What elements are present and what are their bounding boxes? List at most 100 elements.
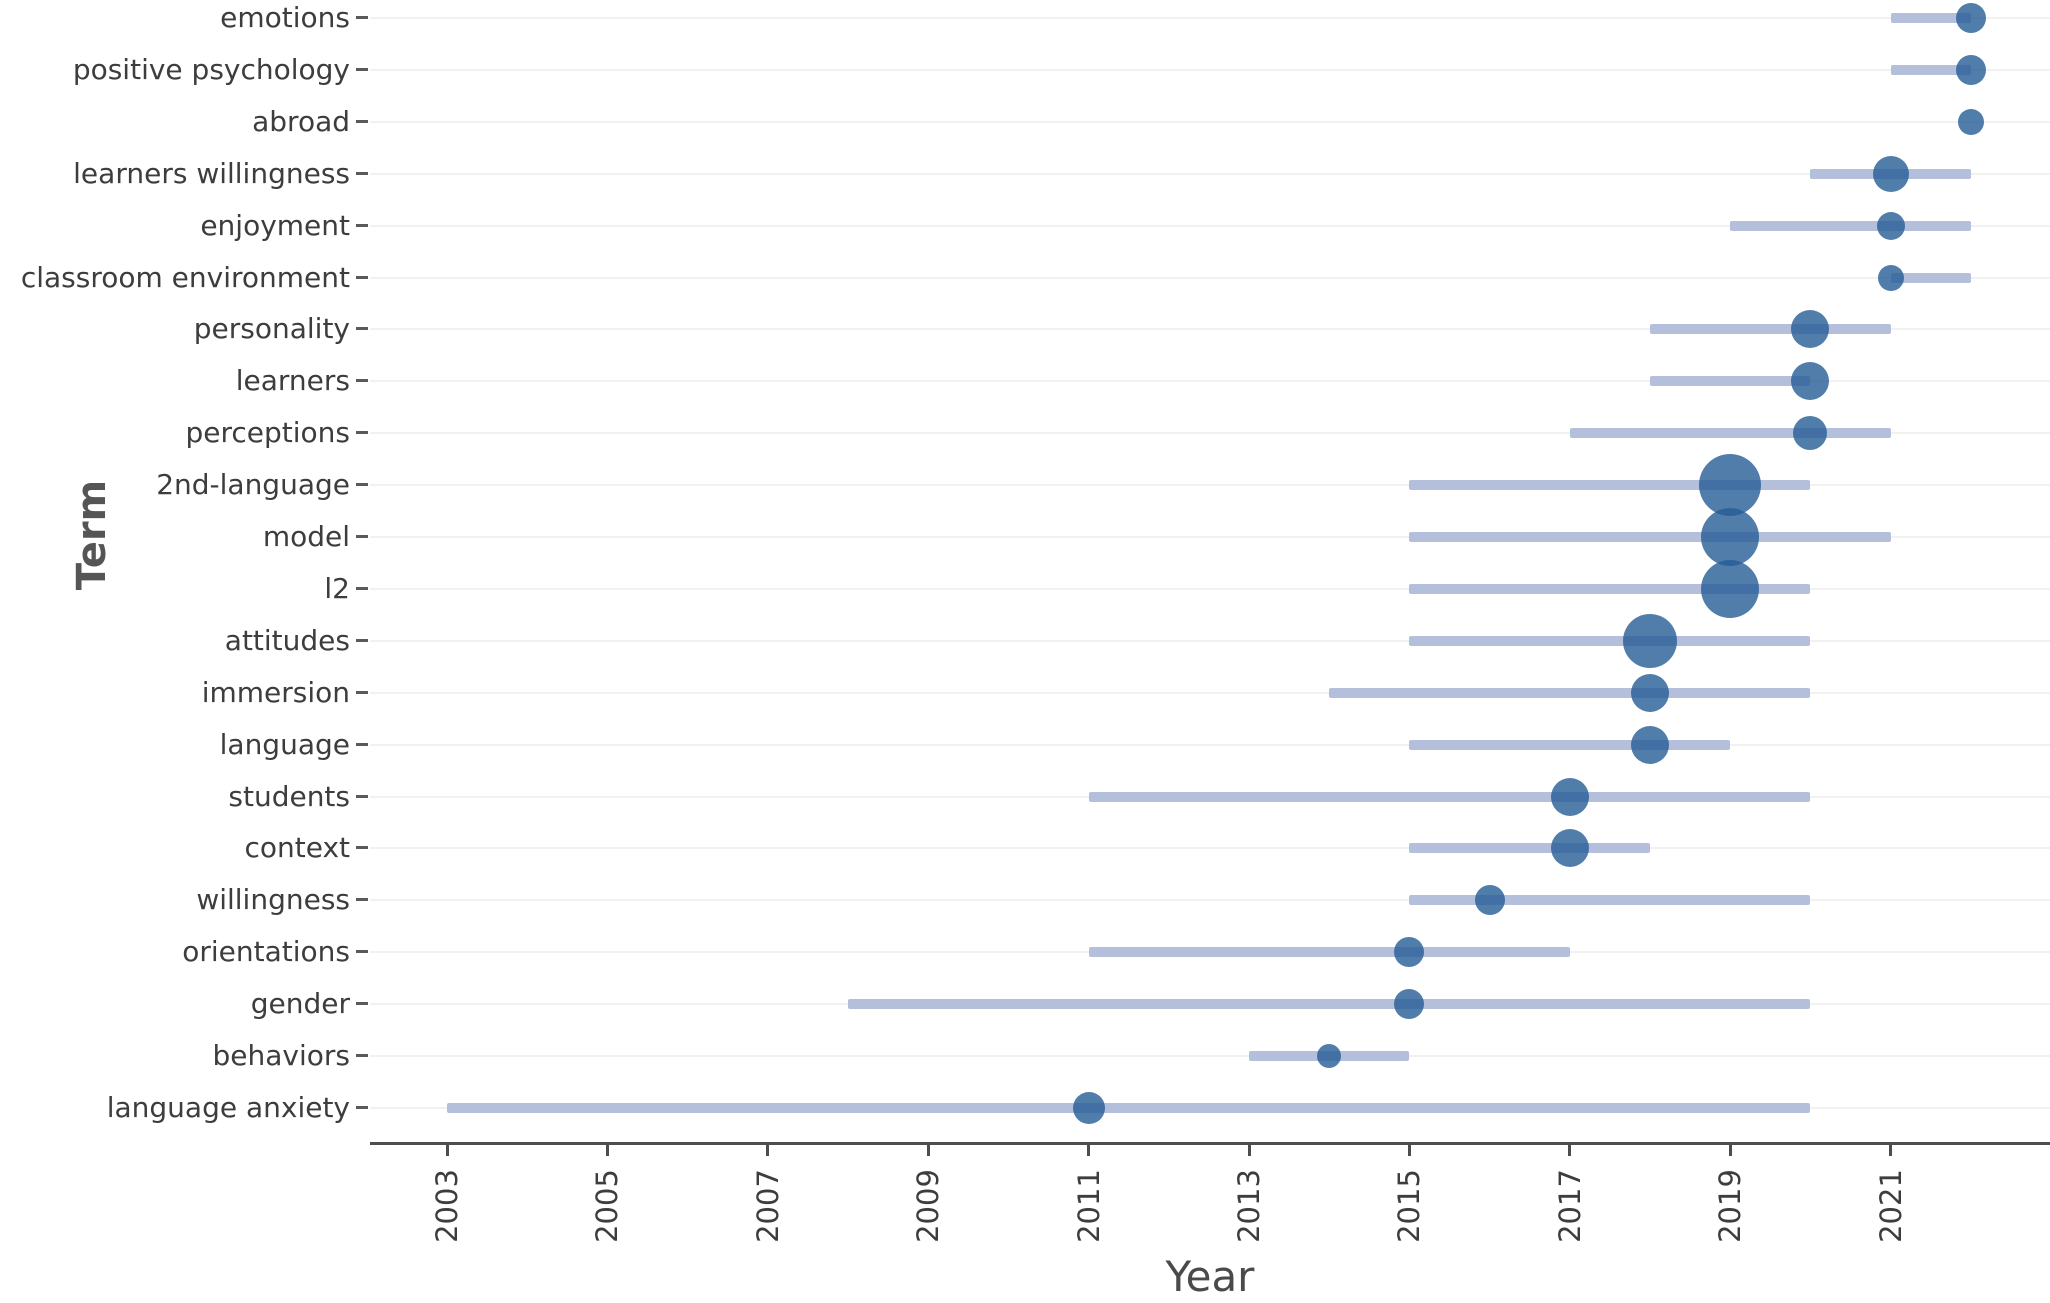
term-label: perceptions bbox=[185, 416, 350, 450]
x-axis-title: Year bbox=[1165, 1252, 1255, 1301]
term-frequency-bubble bbox=[1550, 777, 1589, 816]
term-frequency-bubble bbox=[1791, 362, 1830, 401]
term-frequency-bubble bbox=[1877, 264, 1904, 291]
term-year-range-line bbox=[1409, 895, 1811, 906]
term-frequency-bubble bbox=[1394, 937, 1425, 968]
term-frequency-bubble bbox=[1872, 155, 1909, 192]
term-label: behaviors bbox=[212, 1039, 350, 1072]
x-axis-tick-label: 2021 bbox=[1873, 1169, 1908, 1243]
term-frequency-bubble bbox=[1793, 416, 1828, 451]
x-axis-tick bbox=[1247, 1145, 1251, 1156]
x-axis-tick-label: 2019 bbox=[1713, 1169, 1748, 1243]
y-axis-tick bbox=[356, 742, 368, 746]
term-frequency-bubble bbox=[1701, 508, 1760, 566]
y-axis-tick bbox=[356, 638, 368, 642]
term-frequency-bubble bbox=[1072, 1091, 1105, 1124]
x-axis-tick-label: 2005 bbox=[590, 1169, 625, 1243]
term-frequency-bubble bbox=[1474, 885, 1505, 916]
x-axis-tick-label: 2011 bbox=[1071, 1169, 1106, 1243]
term-label: context bbox=[244, 831, 350, 865]
y-axis-tick bbox=[356, 171, 368, 175]
term-frequency-bubble bbox=[1701, 559, 1760, 618]
y-axis-tick bbox=[356, 794, 368, 798]
term-label: orientations bbox=[182, 935, 350, 969]
y-axis-tick bbox=[356, 1054, 368, 1057]
term-frequency-bubble bbox=[1623, 613, 1677, 668]
term-label: attitudes bbox=[224, 623, 350, 657]
term-year-range-line bbox=[1409, 843, 1650, 854]
term-label: language bbox=[219, 727, 350, 761]
row-gridline bbox=[370, 847, 2050, 850]
y-axis-tick bbox=[356, 898, 368, 902]
x-axis-tick bbox=[1407, 1145, 1411, 1156]
row-gridline bbox=[370, 120, 2050, 123]
x-axis-tick-label: 2003 bbox=[430, 1169, 464, 1243]
term-frequency-bubble bbox=[1317, 1044, 1342, 1068]
y-axis-tick bbox=[356, 1002, 368, 1006]
y-axis-tick bbox=[356, 483, 368, 487]
y-axis-tick bbox=[356, 431, 368, 435]
term-year-range-line bbox=[1890, 64, 1971, 75]
y-axis-tick bbox=[356, 535, 368, 538]
term-frequency-bubble bbox=[1955, 54, 1986, 85]
term-year-range-line bbox=[848, 999, 1811, 1010]
y-axis-tick bbox=[356, 1105, 368, 1109]
y-axis-tick bbox=[356, 16, 368, 19]
row-gridline bbox=[370, 17, 2050, 19]
term-frequency-bubble bbox=[1876, 211, 1905, 240]
term-year-range-line bbox=[1329, 687, 1811, 698]
term-frequency-bubble bbox=[1550, 829, 1589, 868]
term-year-range-line bbox=[1409, 583, 1811, 594]
term-label: l2 bbox=[324, 571, 350, 605]
term-label: learners bbox=[235, 364, 350, 398]
row-gridline bbox=[370, 639, 2050, 642]
row-gridline bbox=[370, 691, 2050, 694]
row-gridline bbox=[370, 1055, 2050, 1057]
y-axis-tick bbox=[356, 67, 368, 71]
term-label: abroad bbox=[252, 104, 350, 138]
term-year-range-line bbox=[1409, 532, 1891, 542]
row-gridline bbox=[370, 536, 2050, 538]
term-year-range-line bbox=[1088, 947, 1570, 958]
term-frequency-bubble bbox=[1631, 673, 1669, 712]
y-axis-tick bbox=[356, 327, 368, 331]
row-gridline bbox=[370, 68, 2050, 71]
row-gridline bbox=[370, 276, 2050, 279]
term-frequency-bubble bbox=[1631, 725, 1669, 764]
term-label: immersion bbox=[201, 675, 350, 709]
x-axis-tick bbox=[445, 1145, 449, 1156]
term-label: positive psychology bbox=[72, 52, 350, 86]
x-axis-tick bbox=[1568, 1145, 1572, 1156]
term-label: classroom environment bbox=[20, 260, 350, 294]
y-axis-tick bbox=[356, 275, 368, 279]
x-axis-tick bbox=[605, 1145, 609, 1156]
term-label: personality bbox=[193, 312, 350, 346]
y-axis-tick bbox=[356, 223, 368, 227]
term-label: 2nd-language bbox=[156, 468, 350, 502]
x-axis-tick bbox=[1889, 1145, 1893, 1156]
term-frequency-bubble bbox=[1957, 108, 1984, 135]
term-frequency-bubble bbox=[1394, 989, 1425, 1020]
term-year-range-line bbox=[447, 1102, 1811, 1113]
term-label: learners willingness bbox=[73, 156, 350, 190]
term-label: enjoyment bbox=[200, 208, 350, 242]
row-gridline bbox=[370, 172, 2050, 175]
term-frequency-bubble bbox=[1699, 454, 1762, 517]
term-frequency-bubble bbox=[1791, 310, 1830, 349]
term-label: students bbox=[228, 779, 350, 813]
x-axis-tick-label: 2009 bbox=[911, 1169, 946, 1243]
y-axis-tick bbox=[356, 119, 368, 123]
term-year-range-line bbox=[1569, 428, 1891, 439]
row-gridline bbox=[370, 432, 2050, 435]
y-axis-tick bbox=[356, 950, 368, 954]
x-axis-line bbox=[370, 1142, 2050, 1145]
term-label: gender bbox=[250, 987, 350, 1021]
row-gridline bbox=[370, 899, 2050, 902]
row-gridline bbox=[370, 224, 2050, 227]
y-axis-tick bbox=[356, 690, 368, 694]
x-axis-tick-label: 2015 bbox=[1392, 1169, 1427, 1243]
x-axis-tick-label: 2007 bbox=[750, 1169, 785, 1243]
x-axis-tick bbox=[926, 1145, 930, 1156]
